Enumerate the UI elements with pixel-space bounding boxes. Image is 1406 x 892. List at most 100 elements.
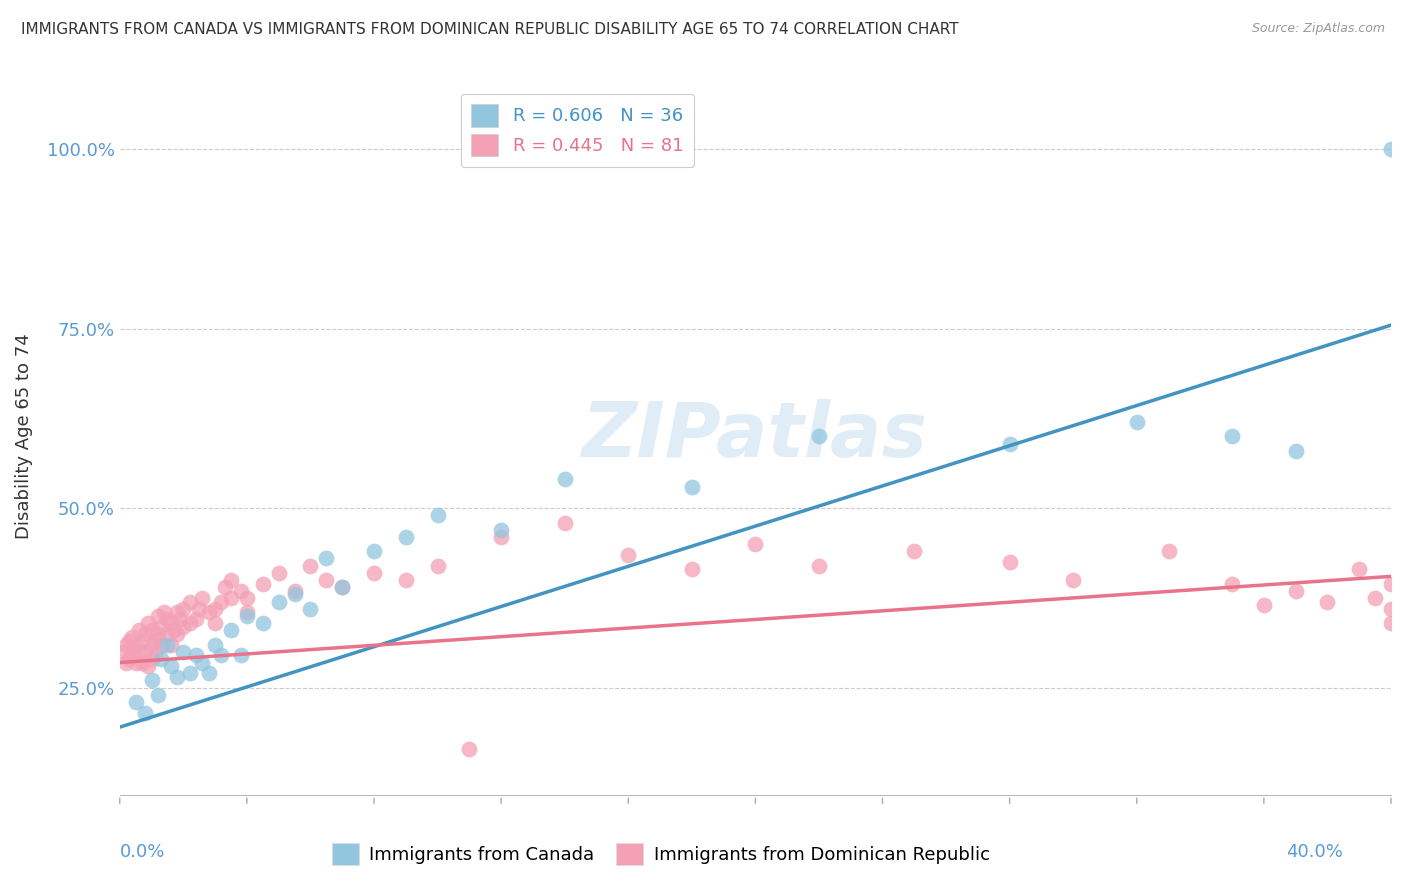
Point	[1316, 594, 1339, 608]
Point	[159, 615, 181, 630]
Point	[124, 695, 146, 709]
Point	[363, 544, 385, 558]
Point	[489, 523, 512, 537]
Text: 0.0%: 0.0%	[120, 843, 165, 861]
Point	[172, 620, 194, 634]
Point	[172, 601, 194, 615]
Point	[204, 615, 226, 630]
Point	[146, 608, 169, 623]
Point	[426, 508, 449, 523]
Point	[118, 652, 141, 666]
Point	[121, 648, 143, 663]
Point	[166, 605, 188, 619]
Point	[146, 688, 169, 702]
Point	[153, 605, 176, 619]
Point	[267, 594, 290, 608]
Point	[395, 530, 418, 544]
Point	[211, 648, 233, 663]
Point	[138, 615, 160, 630]
Point	[330, 580, 353, 594]
Point	[138, 659, 160, 673]
Point	[1125, 415, 1147, 429]
Point	[214, 580, 236, 594]
Point	[315, 551, 337, 566]
Point	[143, 648, 166, 663]
Point	[179, 594, 201, 608]
Point	[159, 659, 181, 673]
Point	[807, 558, 830, 573]
Legend: R = 0.606   N = 36, R = 0.445   N = 81: R = 0.606 N = 36, R = 0.445 N = 81	[461, 94, 695, 167]
Point	[315, 573, 337, 587]
Point	[128, 645, 150, 659]
Point	[166, 627, 188, 641]
Point	[204, 638, 226, 652]
Point	[1348, 562, 1371, 576]
Point	[1253, 598, 1275, 612]
Point	[163, 624, 186, 638]
Point	[1062, 573, 1084, 587]
Point	[998, 436, 1021, 450]
Point	[363, 566, 385, 580]
Point	[188, 601, 211, 615]
Y-axis label: Disability Age 65 to 74: Disability Age 65 to 74	[15, 334, 32, 540]
Point	[681, 562, 703, 576]
Point	[146, 627, 169, 641]
Point	[184, 648, 207, 663]
Point	[191, 591, 214, 605]
Point	[115, 638, 138, 652]
Point	[236, 591, 259, 605]
Point	[141, 673, 163, 688]
Point	[128, 624, 150, 638]
Point	[426, 558, 449, 573]
Point	[807, 429, 830, 443]
Point	[554, 473, 576, 487]
Point	[219, 573, 242, 587]
Point	[395, 573, 418, 587]
Point	[283, 587, 305, 601]
Point	[267, 566, 290, 580]
Point	[204, 601, 226, 615]
Point	[252, 576, 274, 591]
Point	[169, 612, 191, 626]
Point	[143, 634, 166, 648]
Point	[299, 601, 322, 615]
Point	[1379, 601, 1402, 615]
Point	[124, 656, 146, 670]
Point	[124, 638, 146, 652]
Point	[458, 741, 481, 756]
Point	[211, 594, 233, 608]
Point	[1364, 591, 1386, 605]
Point	[191, 656, 214, 670]
Point	[121, 631, 143, 645]
Legend: Immigrants from Canada, Immigrants from Dominican Republic: Immigrants from Canada, Immigrants from …	[325, 836, 997, 872]
Point	[744, 537, 766, 551]
Point	[156, 612, 179, 626]
Point	[1285, 443, 1308, 458]
Point	[118, 634, 141, 648]
Point	[1285, 583, 1308, 598]
Point	[1220, 429, 1243, 443]
Point	[283, 583, 305, 598]
Point	[617, 548, 640, 562]
Text: Source: ZipAtlas.com: Source: ZipAtlas.com	[1251, 22, 1385, 36]
Point	[131, 634, 153, 648]
Point	[1379, 576, 1402, 591]
Point	[115, 656, 138, 670]
Point	[150, 638, 173, 652]
Point	[159, 638, 181, 652]
Point	[134, 706, 156, 720]
Point	[179, 666, 201, 681]
Point	[197, 605, 219, 619]
Point	[141, 652, 163, 666]
Text: 40.0%: 40.0%	[1286, 843, 1343, 861]
Point	[134, 645, 156, 659]
Point	[179, 615, 201, 630]
Point	[1157, 544, 1180, 558]
Point	[172, 645, 194, 659]
Point	[141, 624, 163, 638]
Point	[166, 670, 188, 684]
Point	[681, 480, 703, 494]
Point	[236, 605, 259, 619]
Point	[236, 608, 259, 623]
Point	[156, 627, 179, 641]
